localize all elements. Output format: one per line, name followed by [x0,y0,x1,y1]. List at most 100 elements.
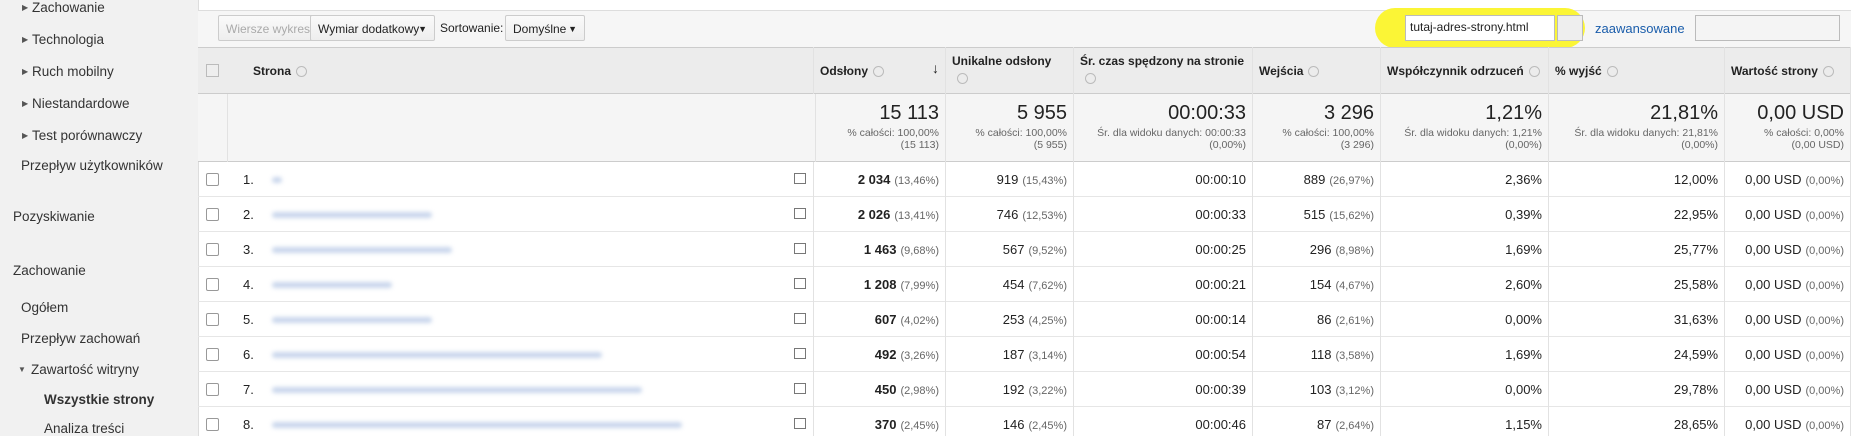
data-cell: 187 (3,14%) [946,337,1074,372]
nav-item[interactable]: Zawartość witryny [31,362,140,377]
blurred-url[interactable] [272,247,452,253]
nav-item[interactable]: Przepływ zachowań [21,331,141,346]
column-header[interactable]: Strona [227,47,814,94]
open-link-icon[interactable] [794,208,806,219]
nav-item[interactable]: Test porównawczy [32,128,143,143]
cell-percent: (2,64%) [1335,420,1374,432]
cell-percent: (8,98%) [1335,245,1374,257]
nav-item[interactable]: Pozyskiwanie [13,209,95,224]
row-checkbox[interactable] [206,348,219,361]
data-cell: 515 (15,62%) [1253,197,1381,232]
cell-value: 2,36% [1505,172,1542,187]
row-checkbox[interactable] [206,383,219,396]
cell-value: 567 [1002,242,1025,257]
cell-percent: (2,45%) [900,420,939,432]
blurred-url[interactable] [272,317,432,323]
column-header[interactable]: Wejścia [1253,47,1381,94]
open-link-icon[interactable] [794,173,806,184]
cell-value: 253 [1002,312,1025,327]
open-link-icon[interactable] [794,383,806,394]
open-link-icon[interactable] [794,243,806,254]
column-header[interactable]: Unikalne odsłony [946,47,1074,94]
cell-value: 492 [874,347,897,362]
blurred-url[interactable] [272,387,642,393]
nav-item[interactable]: Zachowanie [13,263,86,278]
data-cell: 253 (4,25%) [946,302,1074,337]
blurred-url[interactable] [272,212,432,218]
cell-percent: (3,26%) [900,350,939,362]
blurred-url[interactable] [272,177,282,183]
help-icon [296,66,308,78]
open-link-icon[interactable] [794,278,806,289]
cell-percent: (0,00%) [1805,350,1844,362]
data-cell: 00:00:14 [1074,302,1253,337]
data-cell: 0,00% [1381,372,1549,407]
data-cell: 607 (4,02%) [814,302,946,337]
nav-item[interactable]: Niestandardowe [32,96,130,111]
total-value: 3 296 [1323,102,1374,124]
cell-border [813,407,814,436]
nav-item[interactable]: Przepływ użytkowników [21,158,163,173]
total-subtext: (0,00%) [1505,139,1542,151]
nav-item[interactable]: Zachowanie [32,0,105,15]
data-cell: 1,15% [1381,407,1549,436]
search-box[interactable]: tutaj-adres-strony.html [1405,15,1555,41]
row-number: 8. [243,417,254,432]
cell-value: 118 [1310,347,1332,362]
sort-arrow: ↓ [932,60,939,76]
table-row [198,302,1851,337]
open-link-icon[interactable] [794,418,806,429]
blurred-url[interactable] [272,282,392,288]
cell-border [813,337,814,372]
data-cell: 154 (4,67%) [1253,267,1381,302]
sort-dropdown[interactable]: Domyślne ▼ [505,15,585,41]
advanced-link[interactable]: zaawansowane [1595,21,1685,36]
nav-item[interactable]: Wszystkie strony [44,392,155,407]
data-cell: 2 034 (13,46%) [814,162,946,197]
total-subtext: % całości: 100,00% [847,127,939,139]
open-link-icon[interactable] [794,348,806,359]
data-cell: 889 (26,97%) [1253,162,1381,197]
data-cell: 1,69% [1381,337,1549,372]
cell-border [813,162,814,197]
view-buttons[interactable] [1695,15,1840,41]
cell-value: 0,00 USD [1745,312,1802,327]
cell-percent: (0,00%) [1805,175,1844,187]
row-number: 5. [243,312,254,327]
open-link-icon[interactable] [794,313,806,324]
cell-value: 370 [874,417,897,432]
column-header[interactable]: Śr. czas spędzony na stronie [1074,47,1253,94]
cell-value: 0,00 USD [1745,347,1802,362]
row-checkbox[interactable] [206,313,219,326]
column-header[interactable]: % wyjść [1549,47,1725,94]
blurred-url[interactable] [272,422,682,428]
nav-item[interactable]: Ogółem [21,300,69,315]
data-cell: 12,00% [1549,162,1725,197]
table-row [198,232,1851,267]
cell-percent: (2,98%) [900,385,939,397]
column-header[interactable]: Wartość strony [1725,47,1851,94]
label: Domyślne [513,22,567,36]
row-checkbox[interactable] [206,418,219,431]
secondary-dimension-button[interactable]: Wymiar dodatkowy ▼ [310,15,435,41]
chart-rows-button[interactable]: Wiersze wykresu [218,15,325,41]
row-checkbox[interactable] [206,208,219,221]
row-number: 6. [243,347,254,362]
data-cell: 1 463 (9,68%) [814,232,946,267]
row-checkbox[interactable] [206,243,219,256]
nav-item[interactable]: Analiza treści [44,421,125,436]
checkbox[interactable] [206,64,219,77]
row-checkbox[interactable] [206,278,219,291]
column-title: Wartość strony [1731,64,1818,78]
nav-item[interactable]: Technologia [32,32,105,47]
search-button[interactable] [1557,15,1583,41]
total-subtext: % całości: 100,00% [975,127,1067,139]
total-subtext: Śr. dla widoku danych: 1,21% [1404,127,1542,139]
cell-value: 0,00% [1505,312,1542,327]
row-checkbox[interactable] [206,173,219,186]
nav-item[interactable]: Ruch mobilny [32,64,114,79]
blurred-url[interactable] [272,352,602,358]
data-cell: 103 (3,12%) [1253,372,1381,407]
column-header[interactable]: Współczynnik odrzuceń [1381,47,1549,94]
column-header[interactable]: Odsłony ↓ [814,47,946,94]
